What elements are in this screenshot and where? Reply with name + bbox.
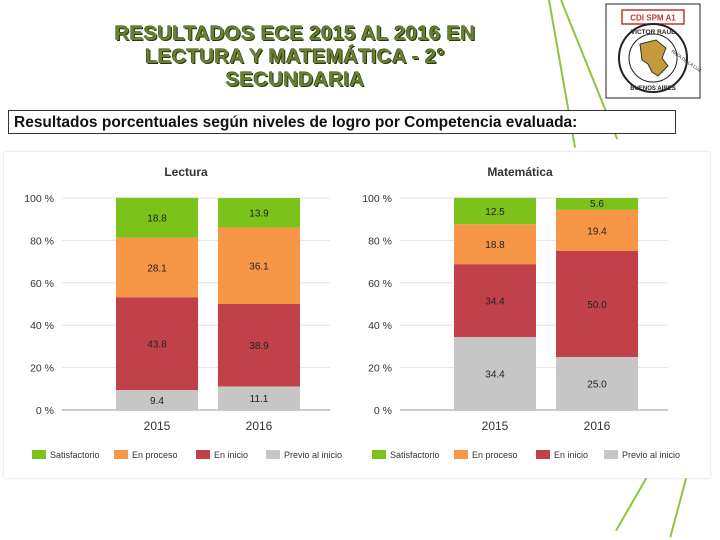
data-label-lectura-2016-en-proceso: 36.1 <box>249 262 269 273</box>
bar-segment-matemtica-2016-previo-al-inicio <box>556 357 638 410</box>
title-line-1: RESULTADOS ECE 2015 AL 2016 EN <box>114 22 476 45</box>
legend-swatch-matemtica-en-inicio <box>536 450 550 459</box>
legend-swatch-lectura-en-proceso <box>114 450 128 459</box>
bar-segment-matemtica-2015-en-proceso <box>454 224 536 265</box>
data-label-lectura-2016-previo-al-inicio: 11.1 <box>250 394 269 405</box>
y-tick-label-matemtica: 60 % <box>368 278 392 290</box>
bar-segment-lectura-2016-previo-al-inicio <box>218 386 300 410</box>
bar-segment-lectura-2016-en-inicio <box>218 304 300 387</box>
data-label-lectura-2015-en-inicio: 43.8 <box>147 340 167 351</box>
y-tick-label-lectura: 60 % <box>30 278 54 290</box>
legend-swatch-matemtica-satisfactorio <box>372 450 386 459</box>
data-label-matemtica-2016-previo-al-inicio: 25.0 <box>587 380 607 391</box>
y-tick-label-lectura: 20 % <box>30 363 54 375</box>
bar-segment-matemtica-2016-en-inicio <box>556 251 638 357</box>
x-tick-label-matemtica: 2016 <box>584 419 611 433</box>
logo-ring-text: VICTOR RAUL <box>631 29 675 36</box>
subtitle: Resultados porcentuales según niveles de… <box>8 110 676 134</box>
bar-segment-matemtica-2015-previo-al-inicio <box>454 337 536 410</box>
data-label-matemtica-2016-en-inicio: 50.0 <box>587 300 607 311</box>
bar-segment-lectura-2015-en-proceso <box>116 237 198 298</box>
bar-segment-matemtica-2015-satisfactorio <box>454 197 536 225</box>
bar-segment-matemtica-2016-en-proceso <box>556 209 638 251</box>
y-tick-label-matemtica: 20 % <box>368 363 392 375</box>
legend-label-lectura-satisfactorio: Satisfactorio <box>50 450 100 460</box>
legend-label-matemtica-previo-al-inicio: Previo al inicio <box>622 450 680 460</box>
bar-segment-lectura-2015-previo-al-inicio <box>116 390 198 410</box>
bar-segment-lectura-2016-en-proceso <box>218 227 300 304</box>
bar-segment-lectura-2016-satisfactorio <box>218 198 300 228</box>
title-line-3: SECUNDARIA <box>225 68 365 91</box>
logo-top-text: CDI SPM A1 <box>630 14 676 23</box>
data-label-matemtica-2015-en-inicio: 34.4 <box>485 297 505 308</box>
legend-label-matemtica-satisfactorio: Satisfactorio <box>390 450 440 460</box>
bar-segment-lectura-2015-en-inicio <box>116 297 198 391</box>
legend-swatch-lectura-satisfactorio <box>32 450 46 459</box>
data-label-matemtica-2015-satisfactorio: 12.5 <box>485 207 505 218</box>
data-label-matemtica-2015-en-proceso: 18.8 <box>485 240 505 251</box>
chart-panel: Lectura 0 % 20 % 40 % 60 % 80 % 100 % 9.4 43.8 28… <box>4 152 710 478</box>
legend-label-lectura-previo-al-inicio: Previo al inicio <box>284 450 342 460</box>
map-icon <box>639 39 669 77</box>
legend-swatch-lectura-previo-al-inicio <box>266 450 280 459</box>
bar-segment-matemtica-2016-satisfactorio <box>556 198 638 210</box>
decorative-line-3 <box>615 469 652 532</box>
data-label-lectura-2016-en-inicio: 38.9 <box>249 341 269 352</box>
data-label-matemtica-2015-previo-al-inicio: 34.4 <box>485 370 505 381</box>
school-logo: CDI SPM A1 VICTOR RAUL RAYA DE LA LUZ BU… <box>605 3 702 99</box>
y-tick-label-matemtica: 80 % <box>368 235 392 247</box>
legend-label-matemtica-en-inicio: En inicio <box>554 450 588 460</box>
legend-swatch-matemtica-en-proceso <box>454 450 468 459</box>
y-tick-label-matemtica: 40 % <box>368 320 392 332</box>
slide-title: RESULTADOS ECE 2015 AL 2016 EN LECTURA Y… <box>60 22 530 91</box>
y-tick-label-lectura: 100 % <box>24 193 54 205</box>
legend-label-lectura-en-inicio: En inicio <box>214 450 248 460</box>
data-label-lectura-2015-satisfactorio: 18.8 <box>147 214 167 225</box>
data-label-lectura-2015-en-proceso: 28.1 <box>147 263 167 274</box>
y-tick-label-lectura: 40 % <box>30 320 54 332</box>
data-label-lectura-2015-previo-al-inicio: 9.4 <box>150 396 164 407</box>
y-tick-label-lectura: 0 % <box>36 405 54 417</box>
x-tick-label-lectura: 2015 <box>144 419 171 433</box>
chart-title-matemtica: Matemática <box>487 165 553 179</box>
x-tick-label-lectura: 2016 <box>246 419 273 433</box>
data-label-lectura-2016-satisfactorio: 13.9 <box>249 209 269 220</box>
data-label-matemtica-2016-satisfactorio: 5.6 <box>590 199 604 210</box>
x-tick-label-matemtica: 2015 <box>482 419 509 433</box>
y-tick-label-matemtica: 0 % <box>374 405 392 417</box>
bar-segment-matemtica-2015-en-inicio <box>454 264 536 338</box>
legend-label-matemtica-en-proceso: En proceso <box>472 450 518 460</box>
title-line-2: LECTURA Y MATEMÁTICA - 2° <box>145 45 445 68</box>
logo-bottom-text: BUENOS AIRES <box>630 86 675 92</box>
y-tick-label-matemtica: 100 % <box>362 193 392 205</box>
legend-label-lectura-en-proceso: En proceso <box>132 450 178 460</box>
chart-title-lectura: Lectura <box>164 165 208 179</box>
legend-swatch-lectura-en-inicio <box>196 450 210 459</box>
data-label-matemtica-2016-en-proceso: 19.4 <box>587 226 607 237</box>
legend-swatch-matemtica-previo-al-inicio <box>604 450 618 459</box>
charts-svg: Lectura 0 % 20 % 40 % 60 % 80 % 100 % 9.4 43.8 28… <box>24 165 680 460</box>
y-tick-label-lectura: 80 % <box>30 235 54 247</box>
bar-segment-lectura-2015-satisfactorio <box>116 197 198 238</box>
